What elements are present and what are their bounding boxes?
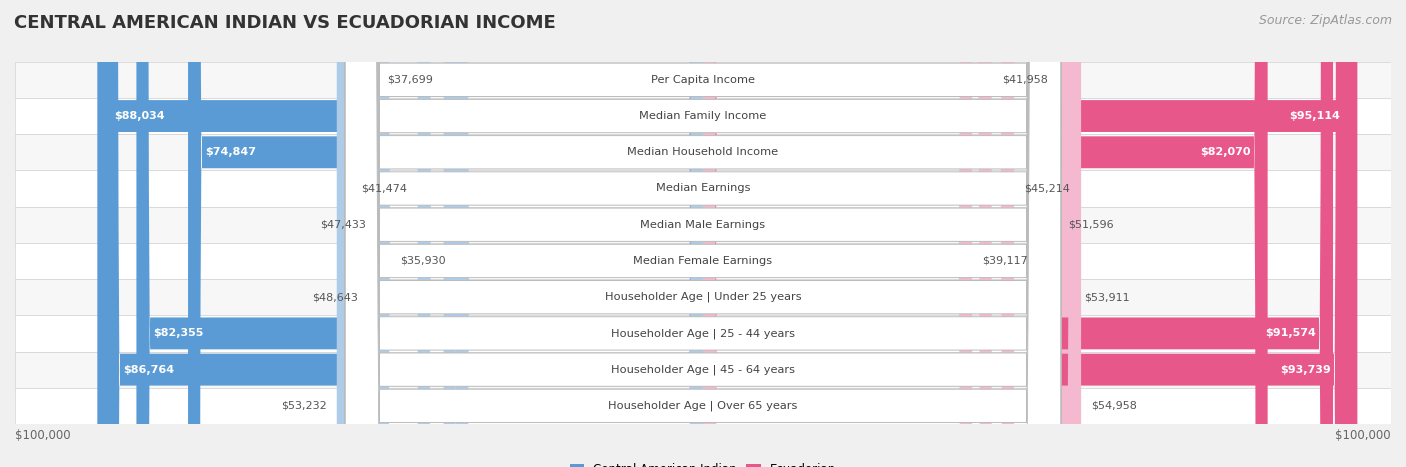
FancyBboxPatch shape [703,0,1333,467]
Text: $54,958: $54,958 [1091,401,1137,411]
Text: CENTRAL AMERICAN INDIAN VS ECUADORIAN INCOME: CENTRAL AMERICAN INDIAN VS ECUADORIAN IN… [14,14,555,32]
FancyBboxPatch shape [346,0,1060,467]
FancyBboxPatch shape [346,0,1060,467]
FancyBboxPatch shape [703,0,1014,467]
FancyBboxPatch shape [346,0,1060,467]
Text: Source: ZipAtlas.com: Source: ZipAtlas.com [1258,14,1392,27]
Text: Householder Age | 25 - 44 years: Householder Age | 25 - 44 years [612,328,794,339]
Text: Median Female Earnings: Median Female Earnings [634,256,772,266]
Text: $86,764: $86,764 [124,365,174,375]
FancyBboxPatch shape [15,134,1391,170]
FancyBboxPatch shape [346,0,1060,467]
Text: $74,847: $74,847 [205,147,256,157]
Text: Householder Age | Under 25 years: Householder Age | Under 25 years [605,292,801,303]
FancyBboxPatch shape [703,0,1074,467]
FancyBboxPatch shape [456,0,703,467]
FancyBboxPatch shape [703,0,1357,467]
Text: $53,232: $53,232 [281,401,326,411]
Text: $88,034: $88,034 [114,111,165,121]
FancyBboxPatch shape [703,0,1348,467]
FancyBboxPatch shape [15,170,1391,206]
FancyBboxPatch shape [188,0,703,467]
FancyBboxPatch shape [337,0,703,467]
Text: Median Household Income: Median Household Income [627,147,779,157]
FancyBboxPatch shape [703,0,972,467]
FancyBboxPatch shape [15,352,1391,388]
Text: $41,474: $41,474 [361,184,408,193]
FancyBboxPatch shape [703,0,991,467]
FancyBboxPatch shape [15,98,1391,134]
Text: $48,643: $48,643 [312,292,359,302]
Text: Median Male Earnings: Median Male Earnings [641,220,765,230]
FancyBboxPatch shape [346,0,1060,467]
FancyBboxPatch shape [444,0,703,467]
Text: $95,114: $95,114 [1289,111,1340,121]
Text: Median Family Income: Median Family Income [640,111,766,121]
Text: $39,117: $39,117 [983,256,1028,266]
FancyBboxPatch shape [346,0,1060,467]
FancyBboxPatch shape [15,206,1391,243]
Text: $53,911: $53,911 [1084,292,1130,302]
Text: Median Earnings: Median Earnings [655,184,751,193]
Text: $35,930: $35,930 [399,256,446,266]
FancyBboxPatch shape [703,0,1268,467]
Text: $91,574: $91,574 [1265,328,1316,339]
Text: $37,699: $37,699 [388,75,433,85]
FancyBboxPatch shape [15,279,1391,315]
Text: $82,070: $82,070 [1199,147,1250,157]
Text: $47,433: $47,433 [321,220,367,230]
FancyBboxPatch shape [97,0,703,467]
FancyBboxPatch shape [15,62,1391,98]
FancyBboxPatch shape [346,0,1060,467]
Text: Householder Age | 45 - 64 years: Householder Age | 45 - 64 years [612,364,794,375]
FancyBboxPatch shape [15,388,1391,424]
Text: $45,214: $45,214 [1025,184,1070,193]
Text: $93,739: $93,739 [1279,365,1330,375]
FancyBboxPatch shape [703,0,1057,467]
FancyBboxPatch shape [346,0,1060,467]
FancyBboxPatch shape [15,315,1391,352]
FancyBboxPatch shape [703,0,1081,467]
FancyBboxPatch shape [368,0,703,467]
Text: $41,958: $41,958 [1002,75,1047,85]
FancyBboxPatch shape [418,0,703,467]
Text: $51,596: $51,596 [1069,220,1114,230]
FancyBboxPatch shape [346,0,1060,467]
Text: $100,000: $100,000 [15,429,70,442]
FancyBboxPatch shape [15,243,1391,279]
FancyBboxPatch shape [136,0,703,467]
Text: Per Capita Income: Per Capita Income [651,75,755,85]
FancyBboxPatch shape [346,0,1060,467]
FancyBboxPatch shape [377,0,703,467]
Text: $82,355: $82,355 [153,328,204,339]
Text: $100,000: $100,000 [1336,429,1391,442]
Legend: Central American Indian, Ecuadorian: Central American Indian, Ecuadorian [569,463,837,467]
Text: Householder Age | Over 65 years: Householder Age | Over 65 years [609,401,797,411]
FancyBboxPatch shape [105,0,703,467]
